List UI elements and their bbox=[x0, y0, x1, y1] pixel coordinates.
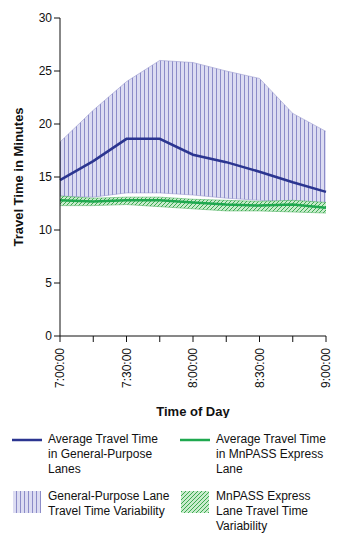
svg-text:8:00:00: 8:00:00 bbox=[186, 348, 200, 388]
svg-text:8:30:00: 8:30:00 bbox=[253, 348, 267, 388]
svg-text:0: 0 bbox=[45, 329, 52, 343]
html-text:Average Travel Time in MnPASS: Average Travel Time in MnPASS Express La… bbox=[216, 432, 326, 476]
svg-text:15: 15 bbox=[39, 170, 53, 184]
svg-text:25: 25 bbox=[39, 64, 53, 78]
svg-text:30: 30 bbox=[39, 11, 53, 25]
svg-text:Time of Day: Time of Day bbox=[156, 404, 230, 418]
html-text:Average Travel Time in General: Average Travel Time in General-Purpose L… bbox=[48, 432, 158, 476]
svg-text:20: 20 bbox=[39, 117, 53, 131]
svg-text:7:30:00: 7:30:00 bbox=[120, 348, 134, 388]
svg-text:9:00:00: 9:00:00 bbox=[319, 348, 333, 388]
svg-text:Travel Time in Minutes: Travel Time in Minutes bbox=[11, 107, 26, 246]
html-text:MnPASS Express Lane Travel Tim: MnPASS Express Lane Travel Time Variabil… bbox=[216, 489, 311, 533]
svg-text:10: 10 bbox=[39, 223, 53, 237]
html-text:General-Purpose Lane Travel Ti: General-Purpose Lane Travel Time Variabi… bbox=[48, 489, 170, 518]
svg-text:5: 5 bbox=[45, 276, 52, 290]
svg-text:7:00:00: 7:00:00 bbox=[53, 348, 67, 388]
